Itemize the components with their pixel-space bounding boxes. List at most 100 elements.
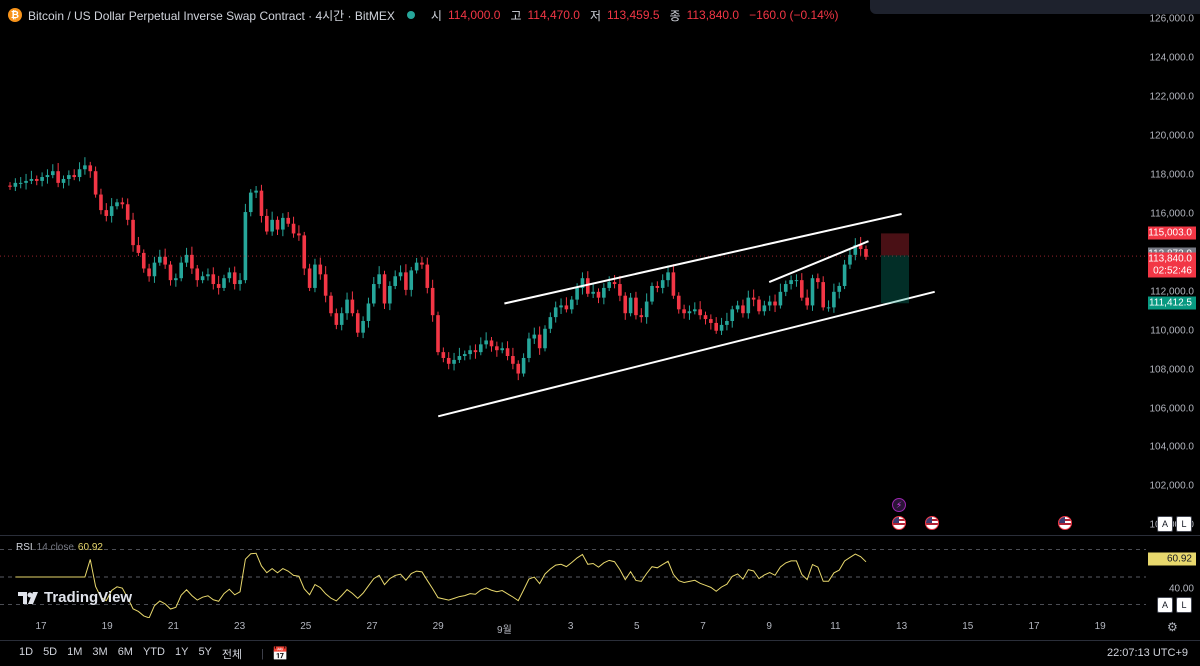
candle-body — [842, 264, 847, 286]
range-button-1y[interactable]: 1Y — [174, 645, 189, 658]
candle-body — [184, 254, 189, 263]
rsi-label: RSI — [16, 542, 33, 553]
range-button-3m[interactable]: 3M — [92, 645, 108, 658]
log-scale-button[interactable]: L — [1176, 516, 1192, 532]
clock[interactable]: 22:07:13 UTC+9 — [1106, 647, 1188, 659]
candle-body — [211, 274, 216, 285]
range-button-ytd[interactable]: YTD — [142, 645, 165, 658]
candle-body — [778, 291, 783, 306]
candle-body — [339, 313, 344, 325]
bottom-toolbar: 1D 5D 1M 3M 6M YTD 1Y 5Y 전체 | 📅 22:07:13 UTC+9 — [0, 640, 1200, 666]
candle-body — [206, 274, 210, 277]
candle-body — [618, 284, 622, 296]
candle-body — [446, 357, 451, 364]
rsi-auto-scale-button[interactable]: A — [1157, 597, 1173, 613]
candle-body — [45, 175, 50, 178]
candle-body — [29, 178, 34, 181]
pane-divider[interactable] — [0, 535, 1200, 536]
channel-upper-line — [504, 213, 902, 305]
candle-body — [639, 315, 644, 318]
range-button-1d[interactable]: 1D — [19, 645, 34, 658]
candle-body — [858, 245, 863, 250]
candle-body — [484, 340, 488, 345]
range-button-1m[interactable]: 1M — [67, 645, 83, 658]
rsi-chart[interactable] — [0, 536, 1146, 618]
last-price-tag: 113,840.0 — [1148, 252, 1196, 266]
candle-body — [516, 363, 521, 374]
high-value: 114,470.0 — [527, 8, 580, 22]
candle-body — [72, 175, 76, 178]
calendar-range-icon[interactable]: 📅 — [272, 645, 289, 661]
time-tick-label: 23 — [234, 621, 246, 632]
candle-body — [634, 297, 638, 316]
range-button-전체[interactable]: 전체 — [221, 648, 243, 661]
tradingview-logo: TradingView — [18, 589, 132, 606]
rsi-log-scale-button[interactable]: L — [1176, 597, 1192, 613]
close-value: 113,840.0 — [686, 8, 740, 22]
candle-body — [414, 262, 419, 271]
time-tick-label: 27 — [366, 621, 378, 632]
candle-body — [832, 291, 836, 308]
rsi-legend[interactable]: RSI 14 close 60.92 — [16, 542, 103, 553]
us-flag-icon[interactable] — [892, 516, 906, 530]
gear-icon[interactable]: ⚙ — [1167, 620, 1178, 634]
auto-scale-button[interactable]: A — [1157, 516, 1173, 532]
candle-body — [265, 215, 269, 232]
high-label: 고 — [510, 8, 522, 23]
time-tick-label: 3 — [567, 621, 574, 632]
rsi-params: 14 close — [36, 542, 74, 553]
candle-body — [318, 264, 323, 275]
candle-body — [350, 299, 355, 314]
candle-body — [361, 321, 365, 333]
candle-body — [810, 278, 815, 306]
rsi-axis[interactable]: 60.92 40.00 — [1146, 536, 1200, 618]
range-button-6m[interactable]: 6M — [117, 645, 133, 658]
candle-body — [773, 301, 777, 306]
low-label: 저 — [589, 8, 602, 23]
candle-body — [505, 348, 510, 357]
candle-body — [821, 282, 825, 308]
candle-body — [468, 350, 472, 355]
bar-countdown-tag: 02:52:46 — [1148, 264, 1196, 278]
price-axis[interactable]: 126,000.0 124,000.0 122,000.0 120,000.0 118,… — [1146, 0, 1200, 535]
range-button-5d[interactable]: 5D — [43, 645, 58, 658]
candle-body — [307, 268, 312, 288]
candle-body — [291, 223, 296, 234]
candle-body — [152, 262, 157, 277]
candle-body — [709, 319, 713, 323]
candle-body — [735, 305, 740, 310]
range-button-5y[interactable]: 5Y — [198, 645, 212, 658]
time-axis[interactable]: 17 19 21 23 25 27 29 9월 3 5 7 9 11 13 15 17 19 — [0, 618, 1146, 636]
candle-body — [393, 276, 397, 286]
candle-body — [751, 297, 756, 300]
candle-body — [222, 278, 226, 288]
rsi-tick: 40.00 — [1168, 583, 1194, 595]
candle-body — [767, 301, 772, 306]
candle-body — [655, 285, 660, 288]
candle-body — [473, 350, 478, 353]
candle-body — [232, 272, 237, 285]
time-tick-label: 7 — [700, 621, 706, 632]
market-open-icon — [406, 11, 415, 19]
candle-body — [227, 272, 232, 279]
candle-body — [521, 357, 526, 374]
position-target-zone — [881, 255, 909, 304]
candle-body — [329, 295, 333, 314]
us-flag-icon[interactable] — [925, 516, 939, 530]
price-chart[interactable] — [0, 0, 1146, 535]
price-tick-label: 104,000.0 — [1149, 441, 1195, 453]
candle-body — [125, 204, 130, 220]
time-tick-label: 15 — [962, 621, 974, 632]
drawing-toolbar[interactable] — [870, 0, 1200, 14]
price-tick-label: 102,000.0 — [1149, 480, 1195, 492]
lightning-event-icon[interactable]: ⚡ — [892, 498, 906, 512]
candle-body — [13, 182, 18, 187]
candle-body — [596, 291, 601, 298]
candle-body — [163, 256, 167, 265]
candle-body — [837, 285, 842, 292]
candle-body — [115, 202, 119, 207]
candle-body — [18, 182, 23, 184]
candle-body — [591, 291, 595, 294]
us-flag-icon[interactable] — [1058, 516, 1072, 530]
symbol-title[interactable]: Bitcoin / US Dollar Perpetual Inverse Sw… — [28, 8, 395, 23]
